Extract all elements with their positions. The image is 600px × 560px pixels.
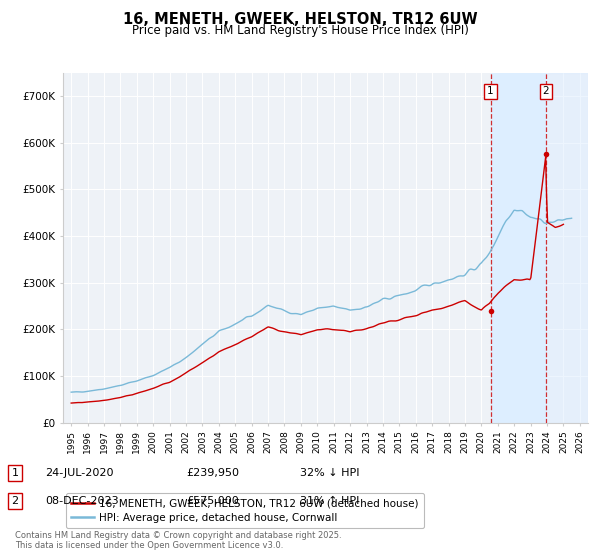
- Text: 16, MENETH, GWEEK, HELSTON, TR12 6UW: 16, MENETH, GWEEK, HELSTON, TR12 6UW: [122, 12, 478, 27]
- Text: 1: 1: [11, 468, 19, 478]
- Text: £575,000: £575,000: [186, 496, 239, 506]
- Text: 32% ↓ HPI: 32% ↓ HPI: [300, 468, 359, 478]
- Text: 1: 1: [487, 86, 494, 96]
- Text: 2: 2: [542, 86, 550, 96]
- Text: 08-DEC-2023: 08-DEC-2023: [45, 496, 119, 506]
- Bar: [546, 73, 588, 423]
- Text: Contains HM Land Registry data © Crown copyright and database right 2025.
This d: Contains HM Land Registry data © Crown c…: [15, 530, 341, 550]
- Text: 2: 2: [11, 496, 19, 506]
- Text: 31% ↑ HPI: 31% ↑ HPI: [300, 496, 359, 506]
- Text: 24-JUL-2020: 24-JUL-2020: [45, 468, 113, 478]
- Bar: [491, 73, 546, 423]
- Text: £239,950: £239,950: [186, 468, 239, 478]
- Text: Price paid vs. HM Land Registry's House Price Index (HPI): Price paid vs. HM Land Registry's House …: [131, 24, 469, 36]
- Legend: 16, MENETH, GWEEK, HELSTON, TR12 6UW (detached house), HPI: Average price, detac: 16, MENETH, GWEEK, HELSTON, TR12 6UW (de…: [65, 493, 424, 528]
